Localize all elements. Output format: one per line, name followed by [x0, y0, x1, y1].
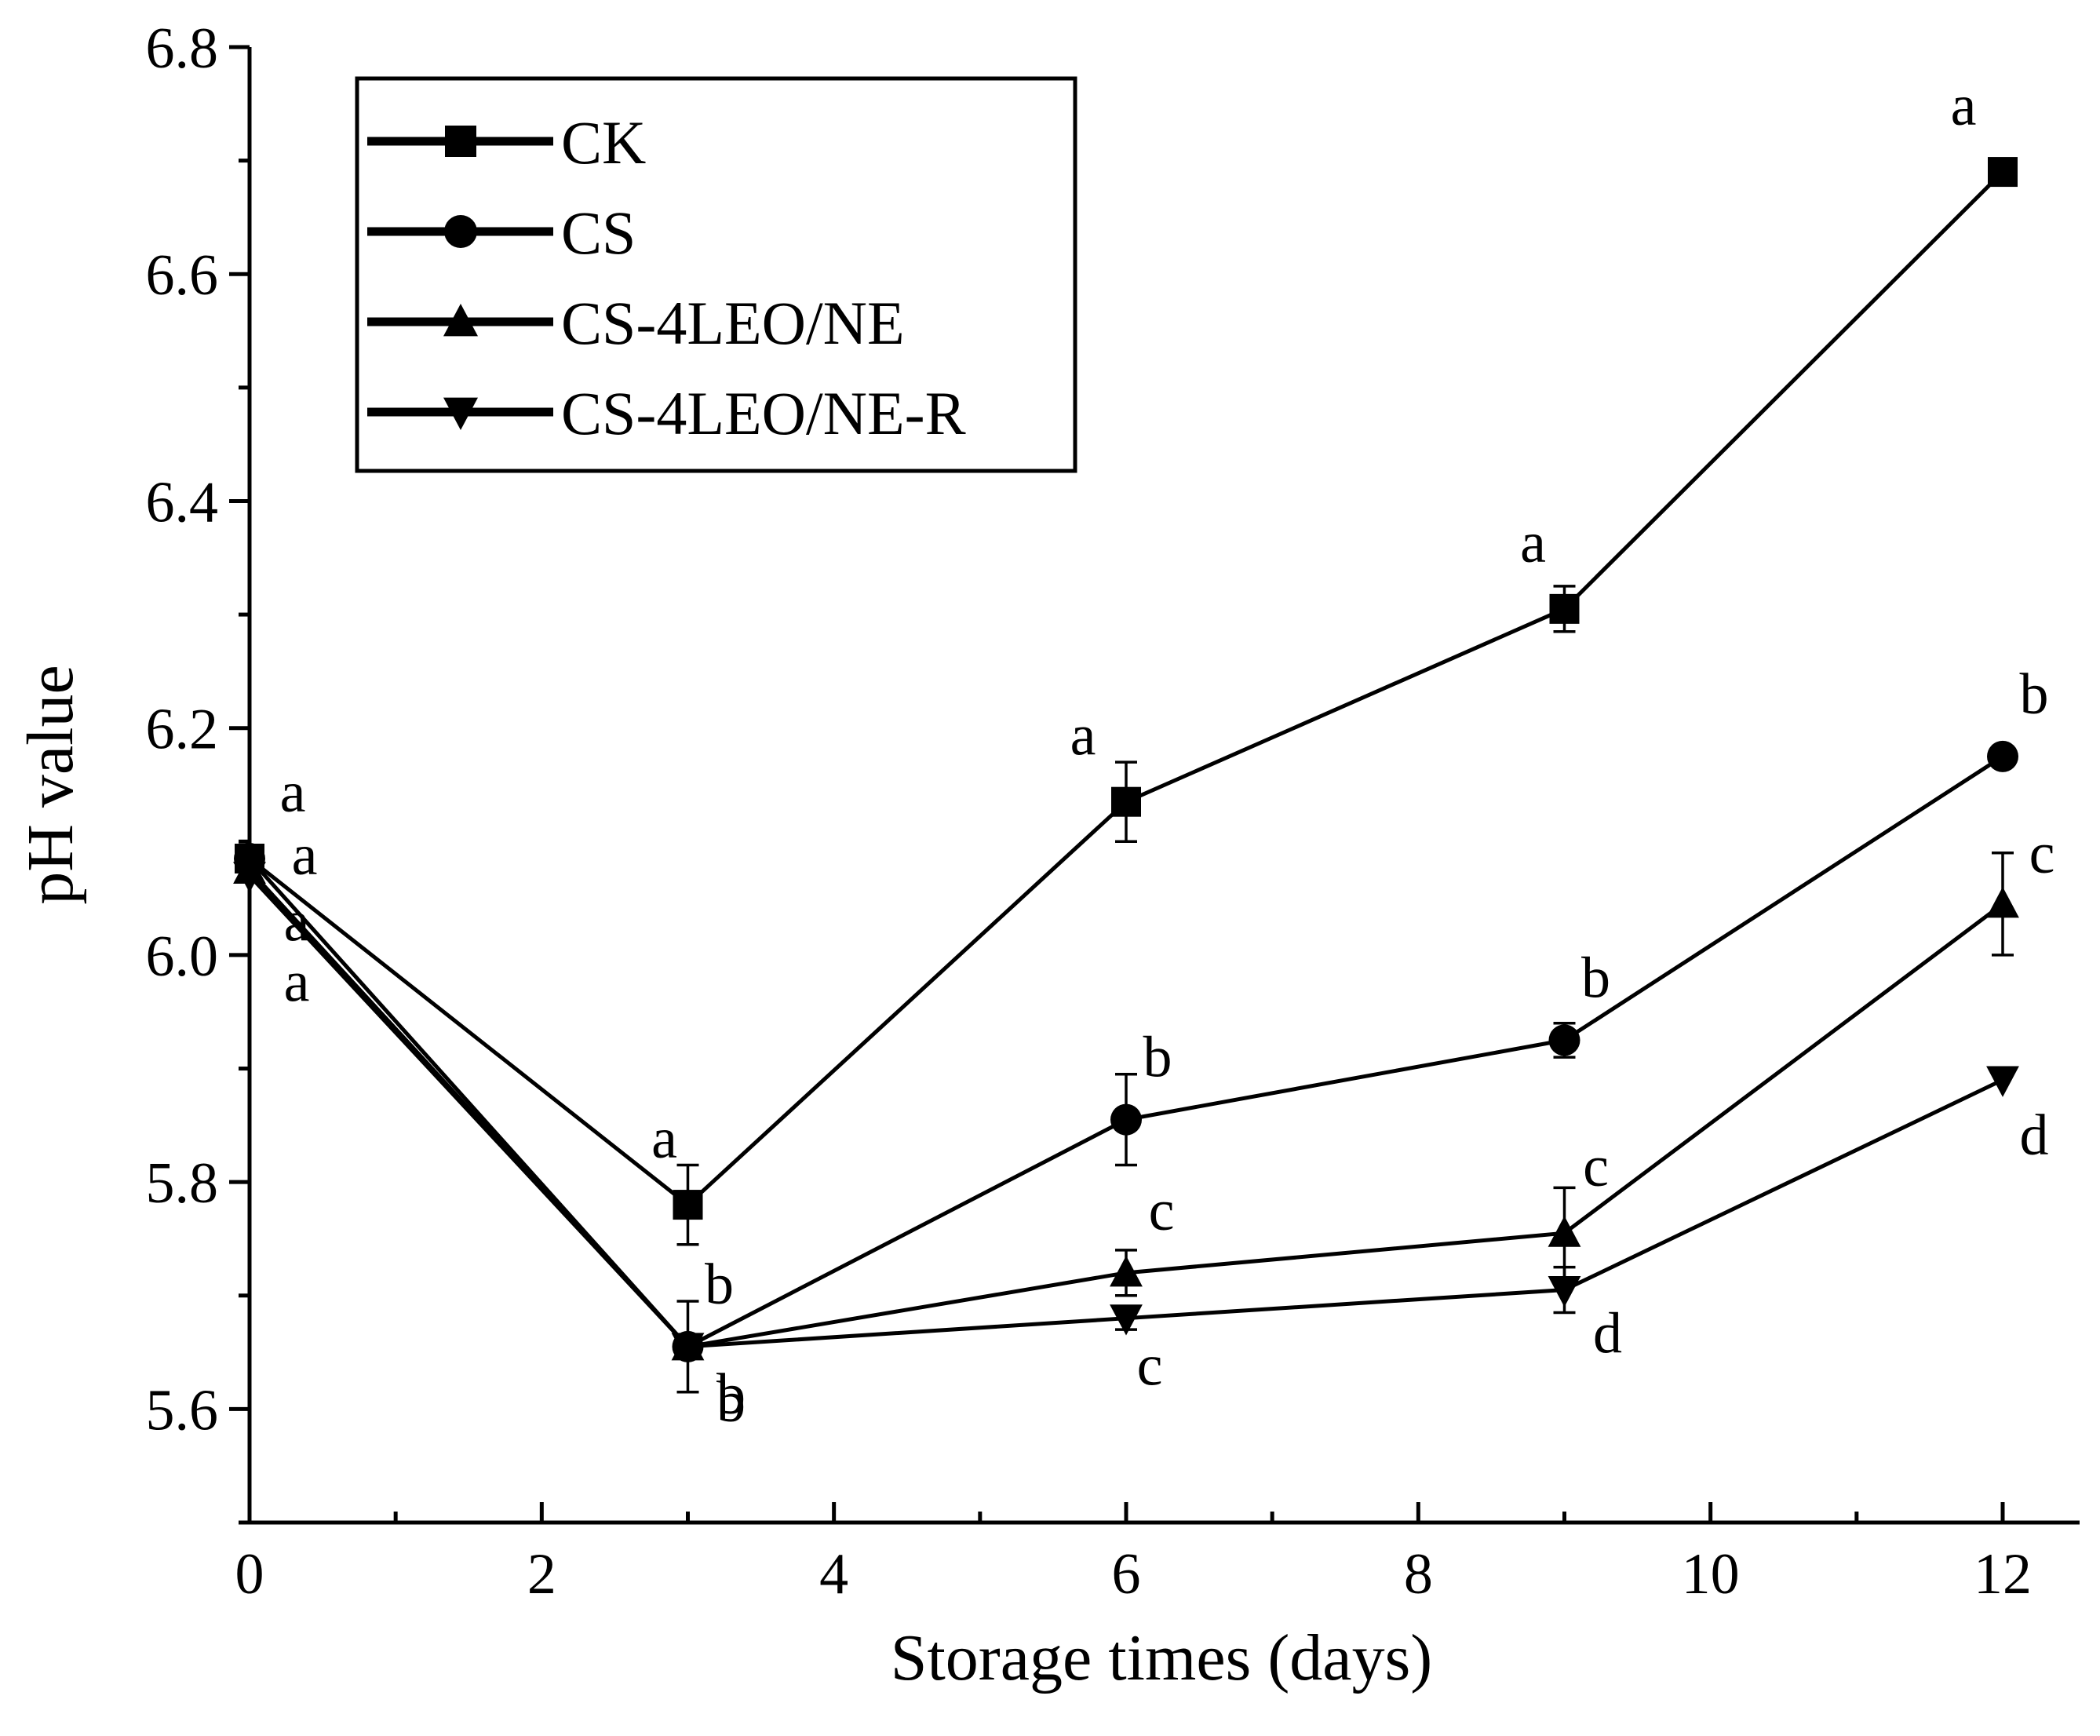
y-tick-label: 6.8	[146, 16, 219, 81]
y-tick-label: 6.6	[146, 243, 219, 308]
significance-label: a	[1951, 74, 1977, 138]
legend: CK CS CS-4LEO/NE CS-4LEO/NE-R	[355, 76, 1077, 473]
significance-label: c	[1137, 1334, 1163, 1399]
marker-triangle-up	[443, 304, 478, 337]
significance-label: c	[1149, 1179, 1175, 1243]
significance-label: a	[651, 1107, 677, 1171]
significance-label: c	[2029, 822, 2055, 886]
legend-label: CS-4LEO/NE	[561, 289, 905, 357]
significance-label: a	[284, 889, 310, 954]
y-ticks: 5.6 5.8 6.0 6.2 6.4 6.6 6.8	[146, 16, 250, 1525]
series-cs-4leo-ne-r: a b c d d	[233, 862, 2049, 1435]
marker-triangle-down	[1986, 1066, 2019, 1097]
x-ticks: 0 2 4 6 8 10 12	[235, 1502, 2032, 1607]
y-tick-label: 5.6	[146, 1378, 219, 1442]
marker-triangle-down	[1548, 1276, 1581, 1307]
significance-label: a	[284, 950, 310, 1015]
significance-label: c	[1583, 1135, 1609, 1199]
x-tick-label: 0	[235, 1542, 264, 1607]
y-tick-label: 6.4	[146, 470, 219, 534]
significance-label: a	[1070, 704, 1096, 768]
y-tick-label: 6.2	[146, 698, 219, 762]
marker-triangle-down	[1110, 1304, 1143, 1336]
x-tick-label: 12	[1974, 1542, 2032, 1607]
marker-triangle-up	[1110, 1255, 1143, 1287]
significance-label: d	[2020, 1103, 2049, 1168]
series-cs: a b b b b	[234, 662, 2049, 1362]
y-axis-title: pH value	[14, 665, 87, 905]
y-tick-label: 6.0	[146, 925, 219, 989]
legend-label: CS-4LEO/NE-R	[561, 379, 966, 447]
marker-circle	[444, 215, 477, 248]
marker-square	[445, 126, 476, 157]
marker-circle	[1110, 1103, 1142, 1136]
significance-label: a	[292, 823, 318, 888]
x-tick-label: 8	[1404, 1542, 1433, 1607]
chart-axes: 5.6 5.8 6.0 6.2 6.4 6.6 6.8 0 2 4 6 8 10 12	[146, 16, 2080, 1607]
marker-triangle-down	[443, 397, 478, 430]
significance-label: b	[716, 1362, 746, 1427]
marker-triangle-down	[671, 1333, 705, 1364]
significance-label: b	[2020, 662, 2049, 727]
marker-circle	[1987, 740, 2018, 772]
significance-label: b	[705, 1253, 734, 1317]
x-tick-label: 10	[1682, 1542, 1740, 1607]
marker-triangle-up	[1548, 1216, 1581, 1247]
marker-square	[1549, 593, 1580, 624]
marker-square	[1111, 786, 1141, 817]
marker-circle	[1548, 1024, 1580, 1056]
x-axis-title: Storage times (days)	[891, 1621, 1433, 1694]
significance-label: b	[1581, 946, 1610, 1010]
significance-label: a	[1520, 511, 1546, 575]
marker-triangle-up	[1986, 886, 2019, 918]
x-tick-label: 4	[819, 1542, 848, 1607]
marker-triangle-down	[233, 862, 266, 893]
significance-label: b	[1143, 1026, 1172, 1090]
y-tick-label: 5.8	[146, 1151, 219, 1216]
legend-label: CK	[561, 108, 646, 177]
marker-square	[673, 1190, 703, 1220]
x-tick-label: 6	[1112, 1542, 1141, 1607]
significance-label: b	[716, 1370, 746, 1435]
marker-square	[1988, 157, 2018, 188]
significance-label: d	[1593, 1302, 1622, 1366]
significance-label: a	[280, 760, 306, 825]
x-tick-label: 2	[527, 1542, 556, 1607]
legend-label: CS	[561, 199, 636, 267]
